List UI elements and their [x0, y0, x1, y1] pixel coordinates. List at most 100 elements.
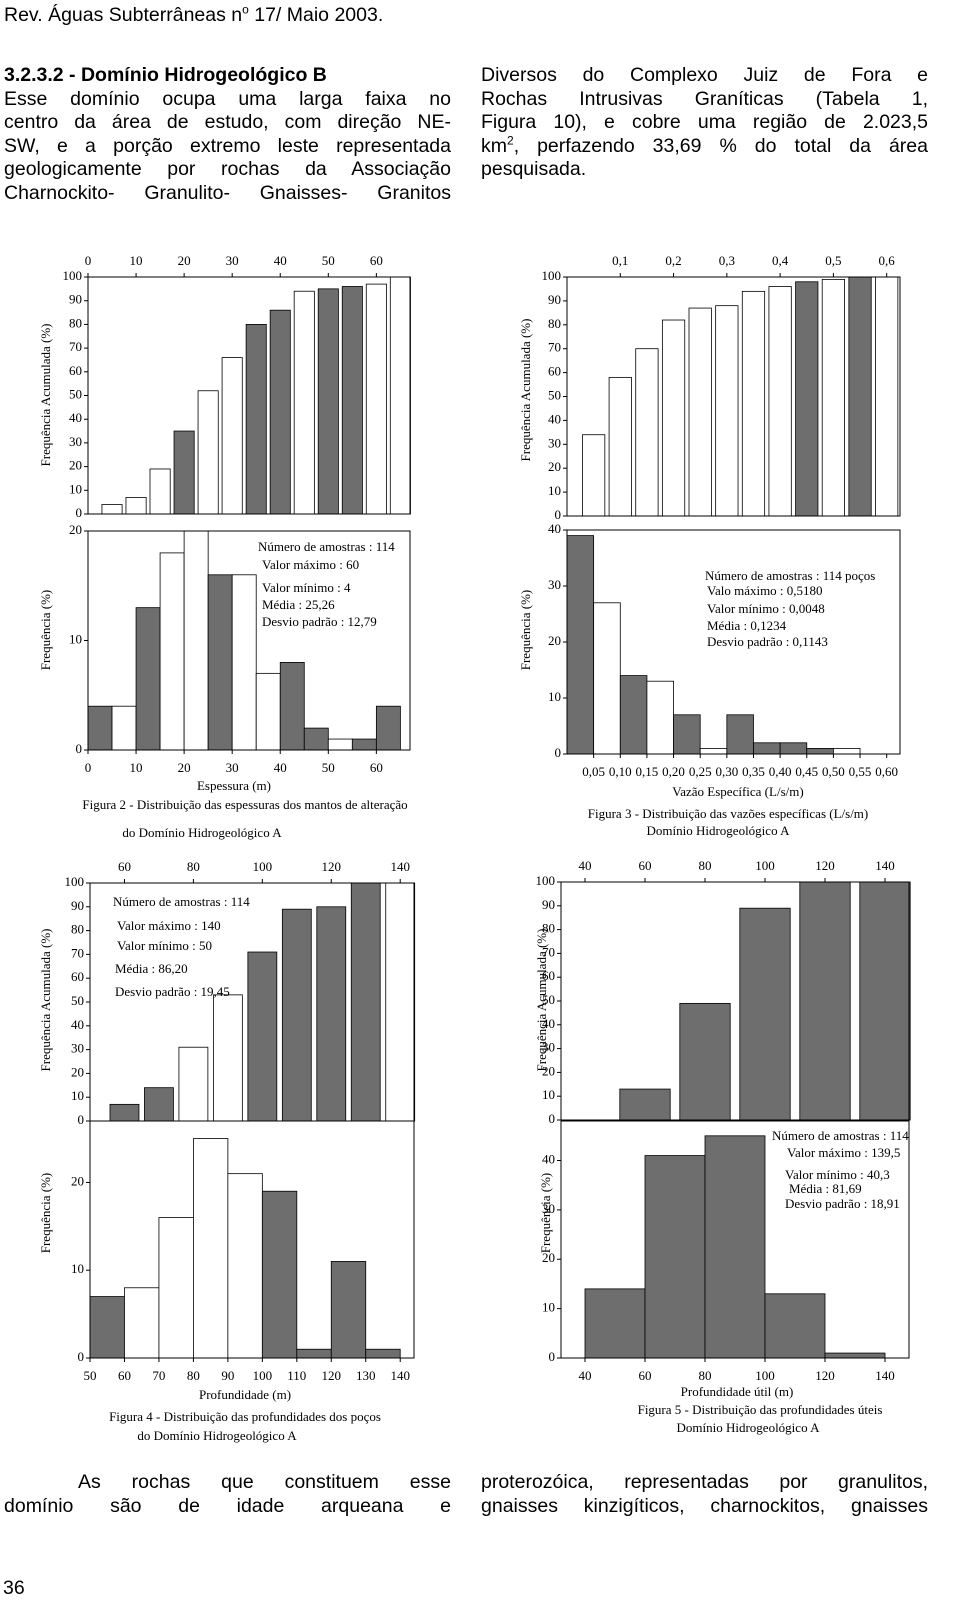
- bar: [833, 748, 861, 755]
- bar: [646, 680, 674, 755]
- statistics-note: Desvio padrão : 19,45: [115, 984, 230, 999]
- text-line: Rochas Intrusivas Graníticas (Tabela 1,: [481, 87, 928, 110]
- plot-frame: [560, 881, 910, 1121]
- x-tick-label: 80: [187, 1368, 200, 1383]
- x-tick-label: 80: [699, 858, 712, 873]
- bar: [135, 607, 161, 751]
- x-tick-label: 0,4: [772, 253, 789, 268]
- x-tick-label: 0,10: [609, 764, 632, 779]
- y-tick-label: 30: [548, 435, 561, 450]
- bar: [715, 305, 739, 517]
- x-axis-label: Vazão Específica (L/s/m): [672, 784, 803, 799]
- x-tick-label: 0,15: [636, 764, 659, 779]
- bar: [207, 574, 233, 751]
- x-axis-label: Profundidade (m): [199, 1387, 291, 1402]
- bar: [124, 1287, 160, 1359]
- bar: [848, 276, 872, 517]
- text-line: domínio são de idade arqueana e: [4, 1494, 451, 1517]
- bar: [231, 574, 257, 751]
- y-axis-label: Frequência Acumulada (%): [38, 324, 53, 467]
- text-line: Figura 10), e cobre uma região de 2.023,…: [481, 111, 928, 134]
- text: Rev. Águas Subterrâneas n: [4, 4, 243, 26]
- bar: [779, 742, 808, 755]
- x-tick-label: 140: [390, 859, 410, 874]
- bar: [821, 278, 845, 517]
- figure-caption: Figura 5 - Distribuição das profundidade…: [638, 1402, 883, 1417]
- y-tick-label: 70: [542, 944, 555, 959]
- y-tick-label: 60: [548, 364, 561, 379]
- bar: [584, 1288, 646, 1359]
- bar: [619, 675, 648, 755]
- figure-caption: Figura 2 - Distribuição das espessuras d…: [82, 797, 407, 812]
- bar: [741, 290, 766, 517]
- y-axis-label: Frequência (%): [538, 1173, 553, 1254]
- figure-caption: do Domínio Hidrogeológico A: [137, 1428, 297, 1443]
- bar: [101, 504, 123, 515]
- bar: [768, 286, 792, 517]
- x-tick-label: 80: [187, 859, 200, 874]
- statistics-note: Valor mínimo : 0,0048: [707, 601, 825, 616]
- bar: [824, 1352, 886, 1359]
- x-tick-label: 0,20: [662, 764, 685, 779]
- statistics-note: Valor máximo : 140: [117, 918, 221, 933]
- x-tick-label: 0,40: [769, 764, 792, 779]
- y-tick-label: 20: [71, 1173, 84, 1188]
- x-tick-label: 60: [370, 760, 383, 775]
- text: km: [481, 134, 507, 157]
- plot-frame: [89, 1120, 415, 1359]
- statistics-note: Desvio padrão : 0,1143: [707, 634, 828, 649]
- text-line: km2, perfazendo 33,69 % do total da área: [481, 134, 928, 159]
- x-tick-label: 0,6: [879, 253, 896, 268]
- figure-caption: do Domínio Hidrogeológico A: [122, 825, 282, 840]
- bar: [227, 1173, 263, 1359]
- y-tick-label: 70: [548, 340, 561, 355]
- x-tick-label: 20: [178, 760, 191, 775]
- text-line: proterozóica, representadas por granulit…: [481, 1471, 928, 1493]
- y-tick-label: 10: [542, 1300, 555, 1315]
- x-tick-label: 10: [130, 253, 143, 268]
- y-tick-label: 90: [69, 292, 82, 307]
- figure-caption: Domínio Hidrogeológico A: [677, 1420, 821, 1435]
- y-tick-label: 30: [542, 1201, 555, 1216]
- y-tick-label: 0: [76, 505, 83, 520]
- x-tick-label: 0,2: [665, 253, 681, 268]
- y-tick-label: 10: [69, 631, 82, 646]
- y-tick-label: 30: [548, 577, 561, 592]
- y-tick-label: 90: [542, 897, 555, 912]
- x-tick-label: 30: [226, 760, 239, 775]
- bar: [753, 742, 781, 755]
- text-line: geologicamente por rochas da Associação: [4, 158, 451, 181]
- bar: [303, 727, 329, 751]
- x-tick-label: 120: [322, 859, 342, 874]
- x-tick-label: 40: [274, 760, 287, 775]
- bar: [173, 430, 195, 515]
- y-tick-label: 80: [542, 921, 555, 936]
- x-tick-label: 0: [85, 760, 92, 775]
- bar: [158, 1217, 194, 1359]
- y-tick-label: 20: [542, 1063, 555, 1078]
- text-line: As rochas que constituem esse: [78, 1471, 451, 1493]
- x-tick-label: 0,3: [719, 253, 735, 268]
- x-tick-label: 50: [84, 1368, 97, 1383]
- x-tick-label: 130: [356, 1368, 376, 1383]
- bar: [739, 907, 791, 1121]
- x-tick-label: 20: [178, 253, 191, 268]
- left-column: 3.2.3.2 - Domínio Hidrogeológico B Esse d…: [4, 64, 451, 206]
- bar: [593, 602, 621, 755]
- statistics-note: Número de amostras : 114 poços: [705, 568, 875, 583]
- x-tick-label: 80: [699, 1368, 712, 1383]
- bar: [245, 323, 267, 515]
- x-tick-label: 0,50: [822, 764, 845, 779]
- y-tick-label: 0: [549, 1349, 556, 1364]
- bar: [212, 994, 243, 1122]
- y-tick-label: 10: [548, 689, 561, 704]
- y-tick-label: 30: [69, 434, 82, 449]
- bar: [261, 1190, 298, 1359]
- y-tick-label: 10: [71, 1088, 84, 1103]
- figure-caption: Figura 3 - Distribuição das vazões espec…: [588, 806, 869, 821]
- x-tick-label: 110: [287, 1368, 306, 1383]
- x-tick-label: 0,25: [689, 764, 712, 779]
- text-line: pesquisada.: [481, 158, 587, 181]
